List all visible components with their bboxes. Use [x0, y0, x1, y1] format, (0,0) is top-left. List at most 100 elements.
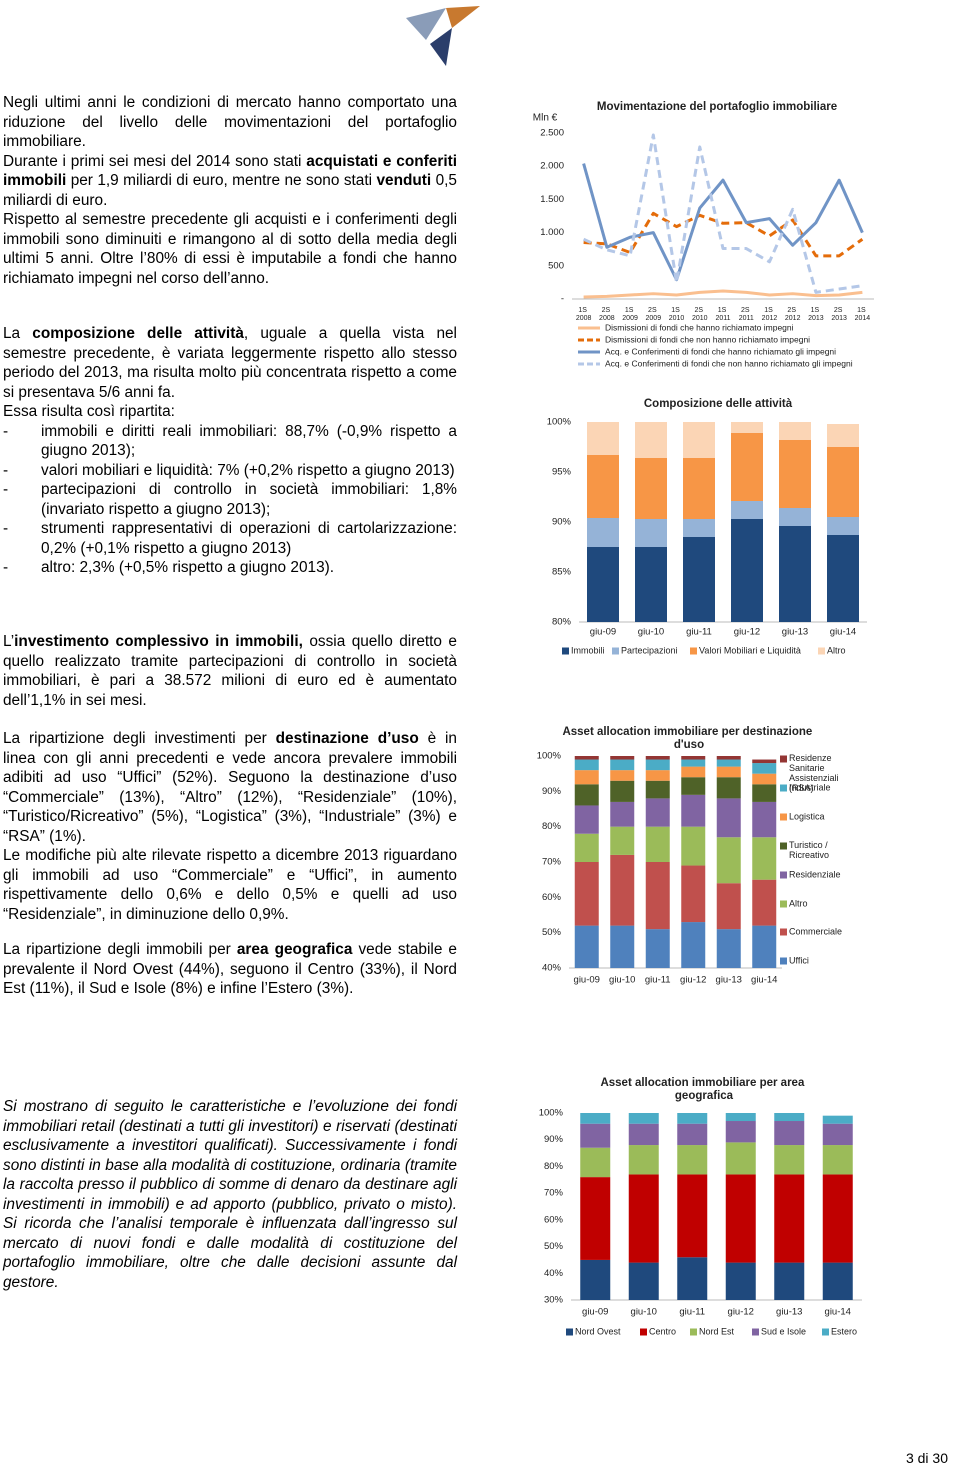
bar-segment	[774, 1145, 805, 1175]
y-tick-label: 30%	[544, 1295, 564, 1306]
y-tick-label: 2.000	[540, 161, 564, 172]
bar-segment	[610, 759, 635, 771]
x-tick-label: 1S 2013	[808, 307, 824, 322]
bold-text: venduti	[376, 172, 432, 189]
x-tick-label: giu-10	[609, 975, 635, 986]
y-tick-label: 90%	[542, 786, 562, 797]
text-run: Essa risulta così ripartita:	[3, 403, 175, 420]
bar-segment	[716, 798, 741, 838]
list-marker: -	[3, 520, 9, 537]
text-run: Negli ultimi anni le condizioni di merca…	[3, 94, 457, 150]
legend-swatch	[780, 813, 787, 821]
bar-segment	[725, 1142, 756, 1175]
list-item: - immobili e diritti reali immobiliari: 8…	[3, 422, 457, 461]
y-tick-label: 100%	[547, 417, 572, 428]
text-run: 0,5 miliardi di euro.	[3, 172, 457, 209]
legend-label: Acq. e Conferimenti di fondi che non han…	[605, 358, 853, 368]
bar-segment	[587, 422, 619, 455]
text-run: Si mostrano di seguito le caratteristich…	[3, 1098, 457, 1291]
text-section: La ripartizione degli investimenti per d…	[3, 729, 457, 924]
legend-swatch	[780, 928, 787, 936]
bar-segment	[610, 756, 635, 760]
bar-segment	[574, 862, 599, 926]
y-tick-label: 70%	[544, 1188, 564, 1199]
bar-segment	[827, 447, 859, 517]
bold-text: investimento complessivo in immobili,	[14, 633, 303, 650]
x-tick-label: 1S 2014	[855, 307, 871, 322]
x-tick-label: 2S 2013	[831, 307, 847, 322]
bar-segment	[574, 784, 599, 806]
y-tick-label: 80%	[544, 1161, 564, 1172]
data-line	[583, 211, 864, 258]
x-tick-label: giu-13	[776, 1307, 802, 1318]
x-tick-label: 1S 2011	[715, 307, 730, 322]
legend-label: Commerciale	[789, 926, 842, 936]
list-text: altro: 2,3% (+0,5% rispetto a giugno 201…	[41, 559, 335, 576]
bar-segment	[580, 1113, 611, 1124]
legend-swatch	[690, 1328, 697, 1336]
bar-segment	[752, 763, 777, 774]
legend-label: Dismissioni di fondi che hanno richiamat…	[605, 322, 794, 332]
x-tick-label: giu-14	[825, 1307, 851, 1318]
bar-segment	[628, 1145, 659, 1175]
x-tick-label: 1S 2012	[762, 307, 778, 322]
list-text: partecipazioni di controllo in società i…	[41, 481, 457, 518]
legend-label: Residenziale	[789, 869, 841, 879]
bar-segment	[752, 837, 777, 880]
bold-text: acquistati e conferiti immobili	[3, 152, 458, 190]
chart: Asset allocation immobiliare per destina…	[537, 726, 842, 986]
bar-segment	[716, 837, 741, 884]
x-tick-label: 2S 2011	[739, 307, 754, 322]
bar-segment	[580, 1177, 611, 1260]
x-tick-label: 2S 2009	[646, 307, 662, 322]
paragraph: Durante i primi sei mesi del 2014 sono s…	[3, 152, 457, 211]
text-section: Negli ultimi anni le condizioni di merca…	[3, 93, 457, 288]
bar-segment	[731, 433, 763, 501]
legend-swatch	[780, 784, 787, 792]
y-tick-label: 1.000	[540, 227, 564, 238]
logo	[406, 6, 480, 66]
x-tick-label: giu-11	[686, 627, 712, 638]
bar-segment	[716, 777, 741, 799]
bar-segment	[725, 1121, 756, 1143]
y-axis-label: Mln €	[533, 113, 558, 124]
y-tick-label: 80%	[552, 617, 572, 628]
legend-swatch	[780, 957, 787, 965]
list-marker: -	[3, 559, 9, 576]
bar-segment	[610, 826, 635, 855]
x-tick-label: giu-12	[728, 1307, 754, 1318]
bars	[587, 422, 859, 622]
bar-segment	[731, 422, 763, 433]
x-tick-label: giu-13	[716, 975, 742, 986]
y-tick-label: 40%	[544, 1268, 564, 1279]
x-tick-label: giu-12	[734, 627, 760, 638]
bar-segment	[681, 759, 706, 767]
bar-segment	[645, 756, 670, 760]
legend-swatch	[780, 842, 787, 850]
legend-swatch	[640, 1328, 647, 1336]
bar-segment	[752, 784, 777, 802]
bar-segment	[628, 1113, 659, 1124]
bar-segment	[681, 777, 706, 795]
y-tick-label: 60%	[542, 892, 562, 903]
bar-segment	[725, 1262, 756, 1300]
legend-swatch	[566, 1328, 573, 1336]
bar-segment	[610, 801, 635, 827]
bold-text: area geografica	[236, 941, 353, 958]
x-tick-label: giu-14	[830, 627, 856, 638]
bar-segment	[645, 929, 670, 968]
bar-segment	[628, 1262, 659, 1300]
legend-swatch	[780, 900, 787, 908]
paragraph: Rispetto al semestre precedente gli acqu…	[3, 210, 457, 288]
bar-segment	[681, 865, 706, 923]
bar-segment	[752, 773, 777, 785]
legend-label: Immobili	[571, 645, 605, 655]
chart-title: Composizione delle attività	[644, 398, 793, 410]
data-line	[582, 163, 864, 282]
bar-segment	[645, 770, 670, 781]
bar-segment	[645, 780, 670, 799]
bar-segment	[580, 1147, 611, 1178]
bar-segment	[574, 805, 599, 834]
legend-swatch	[780, 871, 787, 879]
y-tick-label: 50%	[542, 927, 562, 938]
